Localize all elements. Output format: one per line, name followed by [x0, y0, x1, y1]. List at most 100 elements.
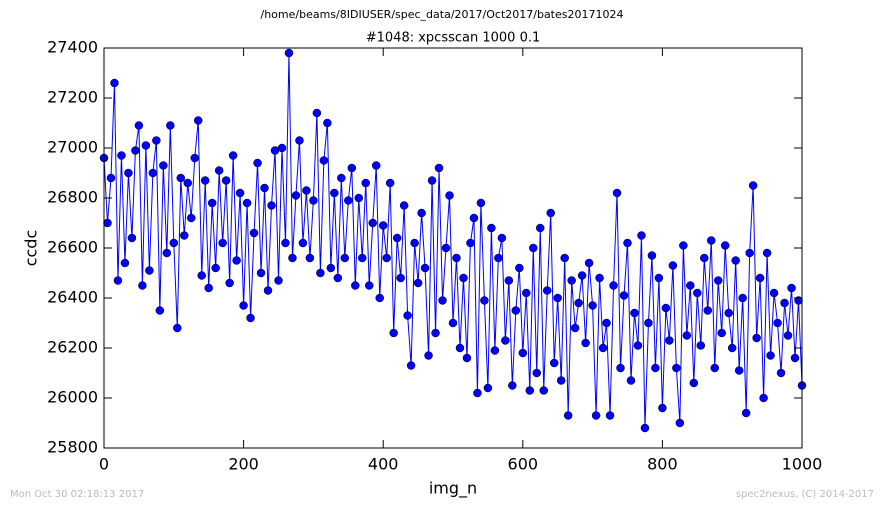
data-point — [134, 121, 144, 130]
data-point — [403, 311, 412, 320]
data-point — [319, 156, 329, 165]
data-point — [291, 191, 301, 200]
data-point — [560, 253, 569, 263]
data-point — [364, 281, 374, 290]
data-point — [654, 273, 664, 283]
data-point — [368, 218, 377, 228]
data-point — [187, 213, 196, 223]
data-point — [148, 168, 158, 178]
data-point — [630, 308, 639, 318]
data-point — [710, 363, 719, 373]
data-point — [591, 411, 601, 420]
data-point — [532, 368, 542, 378]
data-point — [672, 363, 681, 373]
data-point — [452, 253, 461, 263]
data-point — [312, 108, 322, 118]
data-point — [159, 161, 168, 170]
data-point — [581, 338, 590, 348]
x-tick-label: 200 — [228, 455, 259, 474]
data-point — [623, 238, 632, 248]
data-point — [389, 328, 398, 338]
data-point — [651, 363, 660, 373]
data-point — [717, 328, 726, 338]
data-point — [441, 243, 451, 253]
data-point — [563, 411, 573, 420]
data-point — [110, 78, 119, 88]
data-point — [281, 238, 290, 248]
data-point — [616, 363, 625, 373]
data-point — [511, 306, 521, 315]
data-point — [665, 336, 674, 345]
y-tick-label: 27400 — [47, 38, 98, 57]
data-point — [752, 333, 761, 343]
data-point — [780, 298, 789, 308]
data-point — [410, 238, 419, 248]
data-point — [183, 178, 193, 188]
data-point — [260, 183, 269, 193]
data-point — [392, 233, 402, 243]
data-point — [131, 146, 140, 155]
data-point — [741, 408, 751, 418]
data-point — [232, 256, 241, 265]
data-point — [469, 213, 479, 223]
data-point — [703, 306, 713, 315]
data-point — [598, 343, 608, 353]
y-tick-label: 26000 — [47, 388, 98, 407]
data-point — [274, 276, 283, 285]
data-point — [609, 281, 618, 290]
data-point — [284, 48, 294, 58]
data-point — [361, 178, 370, 188]
data-point — [574, 298, 583, 308]
data-point — [417, 208, 426, 218]
data-point — [316, 268, 325, 278]
x-tick-label: 1000 — [782, 455, 823, 474]
data-point — [375, 293, 384, 303]
data-point — [644, 318, 653, 328]
data-point — [113, 276, 123, 285]
data-point — [661, 303, 671, 313]
x-tick-label: 800 — [647, 455, 678, 474]
y-tick-label: 26400 — [47, 288, 98, 307]
data-point — [277, 143, 287, 153]
data-point — [455, 343, 465, 353]
data-point — [180, 231, 189, 240]
y-tick-label: 25800 — [47, 438, 98, 457]
data-point — [169, 238, 179, 248]
data-point — [633, 341, 643, 350]
data-point — [207, 198, 217, 208]
chart-title: #1048: xpcsscan 1000 0.1 — [366, 31, 541, 46]
data-point — [539, 386, 548, 395]
data-point — [263, 286, 273, 295]
data-point — [173, 323, 182, 333]
data-point — [637, 231, 646, 240]
data-point — [445, 191, 454, 200]
data-point — [755, 273, 765, 283]
data-point — [658, 403, 667, 413]
data-point — [298, 238, 308, 248]
data-point — [193, 116, 203, 125]
data-point — [431, 328, 440, 338]
data-point — [249, 228, 259, 238]
data-point — [434, 163, 444, 173]
data-point — [190, 153, 199, 163]
y-tick-label: 27200 — [47, 88, 98, 107]
data-point — [720, 241, 730, 250]
data-point — [529, 243, 538, 253]
data-point — [776, 368, 786, 378]
data-point — [305, 253, 315, 263]
x-tick-label: 0 — [99, 455, 109, 474]
y-axis-label: ccdc — [22, 230, 41, 267]
data-point — [309, 196, 318, 205]
data-point — [766, 351, 775, 360]
y-tick-label: 27000 — [47, 138, 98, 157]
data-point — [494, 253, 503, 263]
data-point — [253, 158, 262, 168]
data-point — [504, 276, 514, 285]
data-point — [246, 313, 255, 323]
data-point — [344, 196, 353, 205]
data-point — [127, 233, 137, 243]
data-point — [221, 176, 231, 185]
data-point — [358, 253, 367, 263]
data-point — [487, 223, 496, 233]
